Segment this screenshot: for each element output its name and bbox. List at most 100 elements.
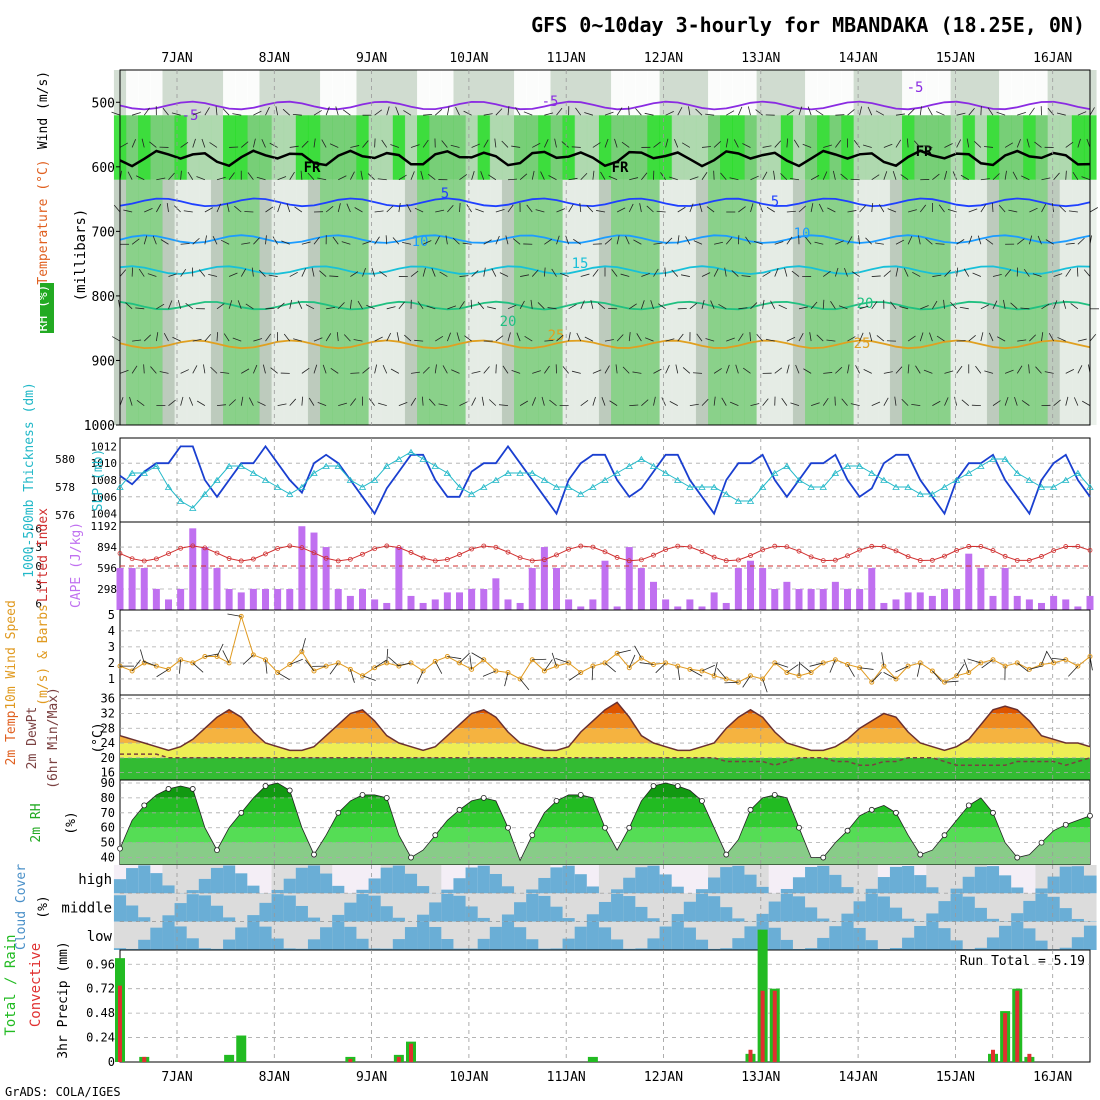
li-marker — [117, 551, 123, 556]
surface-wind-barb — [555, 657, 569, 664]
wind-barb — [501, 140, 509, 148]
wind-barb — [750, 203, 754, 213]
wind-barb — [834, 267, 839, 277]
wind-barb — [1029, 207, 1038, 213]
cloud-cell — [453, 895, 467, 922]
rh-column-top — [477, 70, 491, 116]
surface-wind-barb — [179, 659, 182, 674]
wind-barb — [507, 178, 518, 181]
wind-barb — [863, 369, 872, 374]
cloud-bg-cell — [986, 893, 1000, 922]
cloud-cell — [186, 938, 200, 950]
thickness-marker — [746, 497, 755, 504]
wind-barb — [713, 268, 719, 277]
wind-barb — [232, 113, 242, 116]
wind-barb — [342, 109, 351, 116]
li-marker — [590, 544, 596, 550]
rh-column — [429, 179, 442, 425]
wind-barb — [841, 398, 848, 406]
wind-barb — [944, 370, 954, 374]
cape-bar — [698, 606, 706, 610]
wind-barb — [778, 304, 788, 310]
wind-barb — [944, 269, 952, 277]
surface-wind-barb — [847, 664, 855, 677]
cloud-cell — [162, 915, 176, 922]
cloud-cell — [950, 940, 964, 950]
wind-barb — [706, 206, 715, 213]
wind-barb — [269, 142, 278, 148]
thickness-marker — [1062, 476, 1070, 483]
rh-column-upper — [562, 115, 576, 180]
cape-bar — [771, 589, 779, 610]
li-marker — [1063, 544, 1069, 549]
wind-barb — [786, 236, 793, 245]
wind-barb — [471, 397, 477, 406]
credit-text: GrADS: COLA/IGES — [5, 1085, 121, 1099]
cape-bar — [140, 568, 148, 610]
wind-barb — [371, 267, 376, 277]
wind-barb — [535, 209, 545, 213]
wind-barb — [530, 299, 533, 309]
cloud-bg-cell — [526, 865, 539, 894]
rh-column-upper — [902, 115, 915, 180]
cloud-cell — [586, 886, 600, 894]
wind-barb — [604, 111, 614, 116]
cloud-cell — [113, 895, 127, 922]
thickness-marker — [952, 476, 961, 483]
isotherm-label: 5 — [771, 194, 779, 210]
bottom-date-label: 14JAN — [839, 1070, 878, 1085]
wind-barb — [890, 301, 897, 310]
wind-marker — [566, 660, 572, 666]
wind-barb — [245, 303, 254, 310]
cloud-cell — [805, 866, 818, 894]
wind-barb — [774, 268, 779, 277]
wind-barb — [992, 273, 1002, 277]
wind-barb — [952, 171, 957, 180]
cloud-cell — [841, 921, 855, 950]
cloud-cell — [162, 921, 176, 950]
wind-barb — [531, 170, 535, 180]
cloud-cell — [829, 874, 842, 894]
cape-tick: 894 — [97, 541, 117, 554]
rh-column — [550, 179, 564, 425]
precip-tick: 0 — [108, 1055, 115, 1069]
wind-barb — [693, 240, 703, 245]
thickness-marker — [928, 490, 937, 497]
rh-column-upper — [853, 115, 867, 180]
cloud-cell — [671, 886, 685, 894]
rh-legend-swatch — [40, 283, 54, 333]
rh-marker — [286, 787, 293, 794]
rh-column — [138, 179, 151, 425]
cloud-bg-cell — [865, 865, 879, 894]
wind-barb — [507, 106, 510, 116]
wind-barb — [974, 141, 982, 148]
top-date-label: 16JAN — [1033, 51, 1072, 66]
wind-barb — [665, 237, 673, 245]
rh-column-top — [514, 70, 527, 116]
cloud-cell — [1023, 928, 1036, 950]
wind-barb — [968, 235, 973, 245]
thickness-marker — [128, 469, 136, 476]
wind-barb — [138, 268, 145, 277]
wind-barb — [855, 365, 860, 374]
cloud-bg-cell — [889, 921, 903, 950]
rh-column — [441, 179, 454, 425]
wind-barb — [871, 275, 881, 277]
wind-barb — [832, 170, 836, 180]
cloud-bg-cell — [307, 893, 321, 922]
wind-barb — [1065, 170, 1067, 180]
wind-barb — [1034, 141, 1042, 148]
temp-axis-title: 2m Temp — [4, 710, 19, 765]
cloud-cell — [198, 878, 212, 894]
li-marker — [1002, 553, 1008, 559]
li-marker — [311, 550, 317, 556]
wind-barb — [726, 110, 735, 116]
wind-marker — [493, 668, 499, 674]
rh-column-upper — [392, 115, 406, 180]
cloud-cell — [477, 938, 491, 950]
wind-barb — [869, 332, 873, 342]
wind-barb — [972, 272, 982, 277]
cloud-cell — [380, 948, 394, 950]
wind-barb — [750, 403, 760, 407]
cloud-bg-cell — [1047, 921, 1061, 950]
